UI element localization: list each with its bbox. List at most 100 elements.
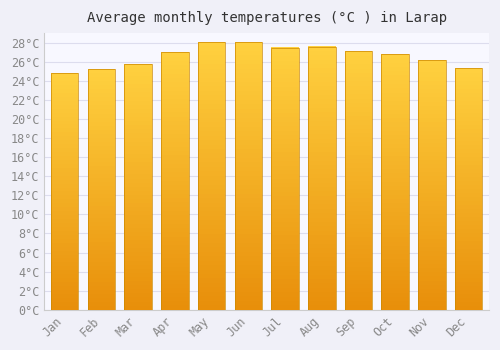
Bar: [344, 288, 372, 293]
Bar: [124, 306, 152, 310]
Bar: [88, 81, 115, 85]
Bar: [198, 73, 226, 78]
Bar: [272, 113, 299, 118]
Bar: [234, 162, 262, 167]
Bar: [51, 278, 78, 282]
Bar: [272, 47, 299, 52]
Bar: [88, 137, 115, 141]
Bar: [344, 129, 372, 133]
Bar: [418, 226, 446, 231]
Bar: [198, 265, 226, 270]
Bar: [382, 101, 409, 105]
Bar: [308, 270, 336, 275]
Bar: [418, 185, 446, 189]
Bar: [418, 97, 446, 102]
Bar: [161, 74, 188, 78]
Bar: [234, 211, 262, 216]
Bar: [382, 182, 409, 186]
Bar: [418, 110, 446, 114]
Bar: [198, 176, 226, 180]
Bar: [161, 271, 188, 275]
Bar: [418, 205, 446, 210]
Bar: [234, 108, 262, 113]
Bar: [308, 112, 336, 117]
Bar: [272, 187, 299, 192]
Bar: [455, 136, 482, 141]
Bar: [234, 256, 262, 261]
Bar: [198, 296, 226, 301]
Bar: [382, 293, 409, 297]
Bar: [161, 159, 188, 164]
Bar: [161, 219, 188, 224]
Bar: [88, 69, 115, 73]
Bar: [51, 195, 78, 199]
Bar: [455, 298, 482, 302]
Bar: [344, 232, 372, 237]
Bar: [272, 205, 299, 209]
Bar: [344, 77, 372, 82]
Bar: [272, 178, 299, 183]
Bar: [272, 231, 299, 236]
Bar: [161, 95, 188, 99]
Bar: [124, 105, 152, 109]
Bar: [308, 68, 336, 73]
Bar: [198, 122, 226, 127]
Bar: [272, 108, 299, 113]
Bar: [234, 283, 262, 287]
Bar: [308, 213, 336, 218]
Bar: [308, 147, 336, 152]
Bar: [344, 279, 372, 284]
Bar: [198, 42, 226, 310]
Bar: [124, 72, 152, 76]
Bar: [198, 158, 226, 162]
Bar: [344, 120, 372, 125]
Bar: [88, 294, 115, 298]
Bar: [234, 144, 262, 149]
Bar: [234, 149, 262, 153]
Bar: [382, 88, 409, 92]
Bar: [308, 103, 336, 108]
Bar: [124, 244, 152, 248]
Bar: [418, 139, 446, 143]
Bar: [344, 241, 372, 245]
Bar: [88, 225, 115, 230]
Bar: [272, 305, 299, 310]
Bar: [344, 301, 372, 306]
Bar: [272, 61, 299, 65]
Bar: [198, 171, 226, 176]
Bar: [124, 236, 152, 240]
Bar: [124, 215, 152, 219]
Bar: [234, 252, 262, 256]
Bar: [88, 205, 115, 210]
Bar: [418, 151, 446, 156]
Bar: [88, 306, 115, 310]
Bar: [344, 284, 372, 288]
Bar: [88, 298, 115, 302]
Bar: [88, 189, 115, 194]
Bar: [234, 225, 262, 229]
Bar: [344, 124, 372, 129]
Bar: [455, 92, 482, 97]
Bar: [88, 153, 115, 158]
Bar: [455, 265, 482, 270]
Bar: [198, 149, 226, 153]
Bar: [161, 232, 188, 237]
Bar: [344, 176, 372, 181]
Bar: [382, 118, 409, 122]
Bar: [382, 58, 409, 63]
Bar: [418, 106, 446, 110]
Bar: [88, 165, 115, 169]
Bar: [382, 241, 409, 246]
Bar: [234, 86, 262, 91]
Bar: [272, 117, 299, 122]
Bar: [51, 187, 78, 191]
Bar: [161, 202, 188, 207]
Bar: [88, 245, 115, 250]
Bar: [308, 248, 336, 253]
Bar: [51, 227, 78, 231]
Bar: [382, 148, 409, 152]
Bar: [272, 139, 299, 144]
Bar: [88, 197, 115, 202]
Bar: [124, 88, 152, 92]
Bar: [308, 252, 336, 257]
